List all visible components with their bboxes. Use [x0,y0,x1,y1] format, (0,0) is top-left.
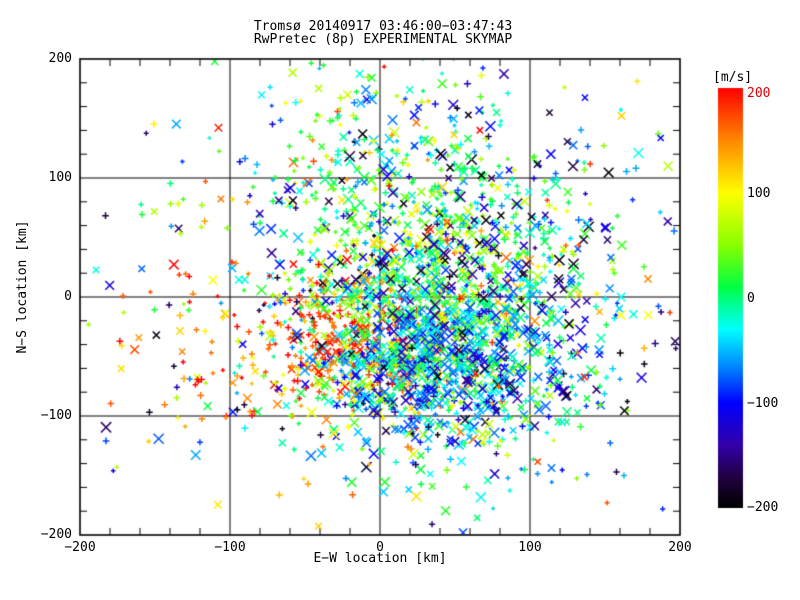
skymap-window: Tromsø 20140917 03:46:00−03:47:43 RwPret… [0,0,800,600]
skymap-plot-canvas [0,0,800,600]
